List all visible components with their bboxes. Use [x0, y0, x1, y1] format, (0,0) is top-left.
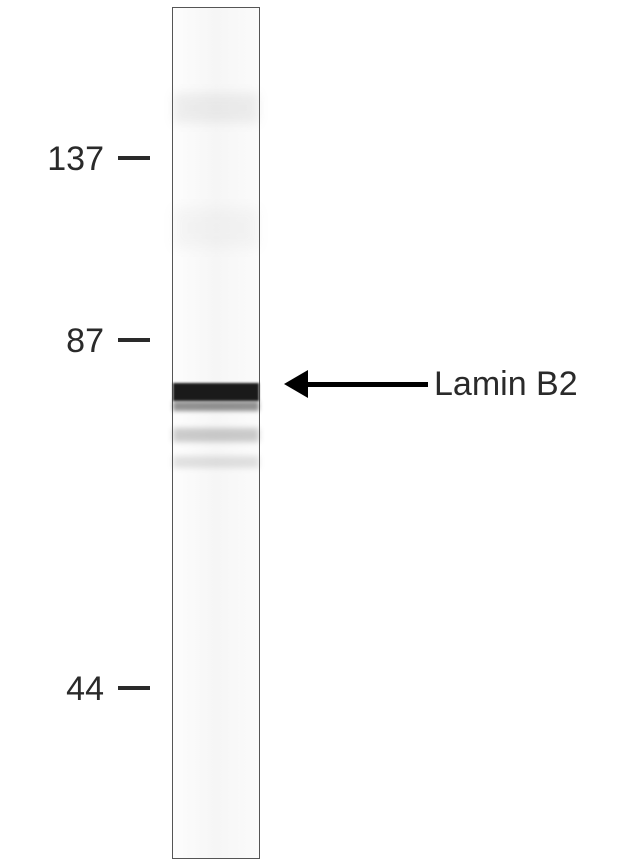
protein-band-faint: [173, 208, 259, 248]
mw-marker-label: 87: [0, 322, 104, 361]
mw-marker-tick: [118, 686, 150, 690]
protein-band-main: [173, 383, 259, 401]
annotation-arrow-line: [308, 382, 428, 387]
mw-marker-tick: [118, 338, 150, 342]
protein-band-faint: [173, 428, 259, 442]
western-blot-lane: [172, 7, 260, 859]
protein-band-faint: [173, 401, 259, 411]
band-annotation-label: Lamin B2: [434, 365, 578, 404]
mw-marker-label: 44: [0, 670, 104, 709]
protein-band-faint: [173, 93, 259, 123]
annotation-arrow-head: [284, 370, 308, 398]
protein-band-faint: [173, 456, 259, 468]
mw-marker-label: 137: [0, 140, 104, 179]
mw-marker-tick: [118, 156, 150, 160]
